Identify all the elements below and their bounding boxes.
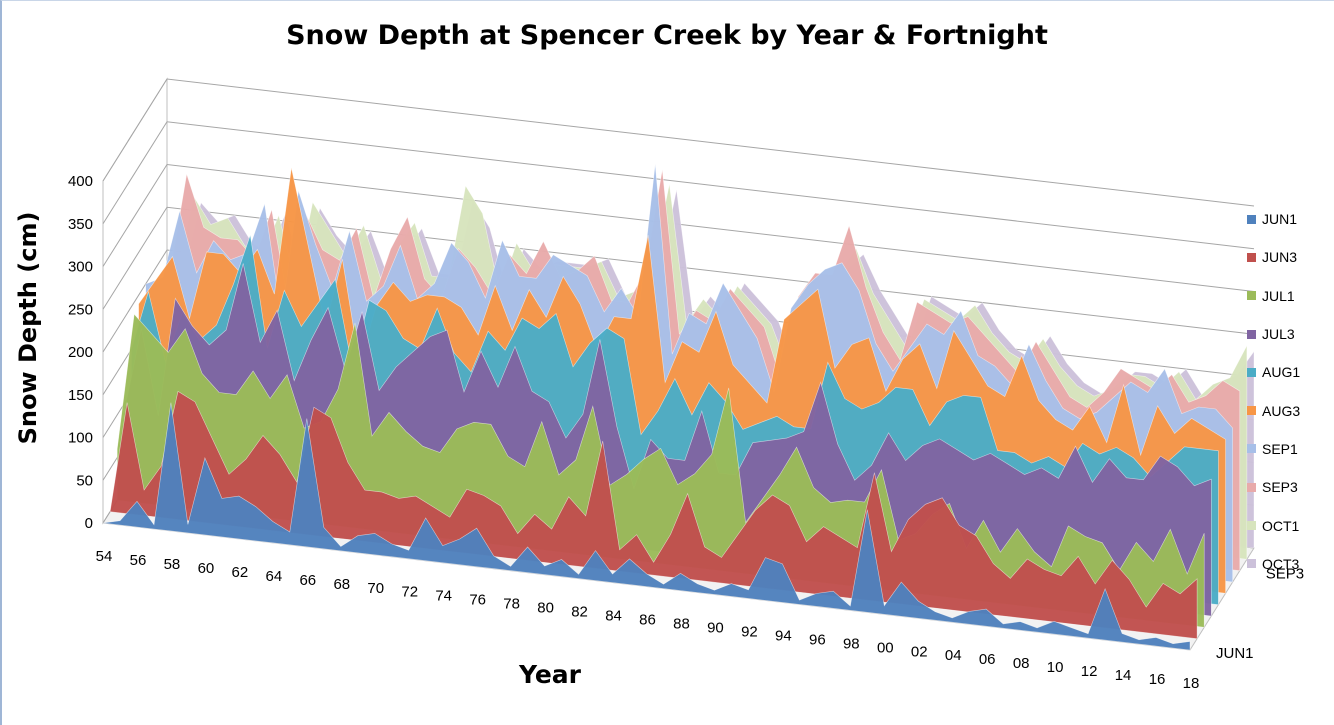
y-tick-label: 300 (68, 259, 93, 276)
legend-item-sep3: SEP3 (1247, 468, 1332, 506)
legend-swatch (1247, 252, 1256, 262)
y-tick-labels: 0 50 100 150 200 250 300 350 400 (68, 173, 93, 532)
depth-tick-labels: SEP3 JUN1 (1216, 566, 1304, 662)
legend-label: JUL1 (1262, 287, 1295, 304)
x-tick-label: 82 (571, 604, 588, 621)
legend-label: JUL3 (1262, 326, 1295, 343)
x-tick-label: 96 (809, 631, 826, 648)
x-tick-label: 12 (1081, 663, 1098, 680)
x-tick-label: 02 (911, 643, 928, 660)
y-tick-label: 50 (76, 472, 93, 489)
legend-label: JUN3 (1262, 249, 1298, 266)
legend-item-jun3: JUN3 (1247, 238, 1332, 276)
x-tick-label: 72 (401, 584, 418, 601)
x-tick-label: 10 (1047, 659, 1064, 676)
legend-label: SEP3 (1262, 479, 1298, 496)
x-tick-label: 74 (435, 588, 452, 605)
legend-swatch (1247, 329, 1256, 339)
x-tick-label: 70 (367, 580, 384, 597)
gridline (102, 121, 1255, 250)
x-tick-label: 16 (1149, 671, 1166, 688)
x-tick-label: 56 (130, 552, 147, 569)
legend-item-oct3: OCT3 (1247, 545, 1332, 583)
chart-title: Snow Depth at Spencer Creek by Year & Fo… (286, 20, 1048, 51)
x-tick-label: 66 (299, 572, 316, 589)
x-tick-label: 00 (877, 639, 894, 656)
legend-item-jul3: JUL3 (1247, 315, 1332, 353)
y-tick-label: 150 (68, 387, 93, 404)
x-tick-label: 18 (1183, 675, 1200, 692)
legend-label: AUG1 (1262, 364, 1301, 381)
legend-label: SEP1 (1262, 440, 1298, 457)
legend-label: JUN1 (1262, 211, 1298, 228)
legend-label: OCT1 (1262, 517, 1300, 534)
x-tick-label: 78 (503, 596, 520, 613)
legend: JUN1 JUN3 JUL1 JUL3 AUG1 AUG3 SEP1 SEP3 OCT1 OCT3 (1247, 200, 1332, 583)
y-tick-label: 200 (68, 344, 93, 361)
legend-swatch (1247, 291, 1256, 301)
x-tick-label: 62 (232, 564, 249, 581)
x-tick-label: 64 (266, 568, 283, 585)
legend-item-aug3: AUG3 (1247, 391, 1332, 429)
y-tick-label: 100 (68, 430, 93, 447)
x-tick-label: 80 (537, 600, 554, 617)
x-tick-label: 68 (333, 576, 350, 593)
depth-tick-label: JUN1 (1216, 645, 1254, 662)
legend-swatch (1247, 406, 1256, 416)
y-tick-label: 350 (68, 216, 93, 233)
gridline (102, 206, 1255, 335)
x-tick-label: 08 (1013, 655, 1030, 672)
legend-item-sep1: SEP1 (1247, 430, 1332, 468)
legend-item-jun1: JUN1 (1247, 200, 1332, 238)
y-tick-label: 250 (68, 301, 93, 318)
legend-label: OCT3 (1262, 555, 1300, 572)
x-tick-label: 58 (164, 556, 181, 573)
legend-swatch (1247, 444, 1256, 454)
legend-swatch (1247, 214, 1256, 224)
x-tick-label: 88 (673, 615, 690, 632)
x-tick-label: 14 (1115, 667, 1132, 684)
x-tick-label: 86 (639, 612, 656, 629)
x-tick-label: 60 (198, 560, 215, 577)
x-tick-label: 54 (96, 548, 113, 565)
x-tick-label: 92 (741, 623, 758, 640)
legend-swatch (1247, 521, 1256, 531)
legend-item-oct1: OCT1 (1247, 506, 1332, 544)
series-areas (102, 163, 1255, 651)
series-area-jun1 (102, 402, 1191, 651)
y-tick-label: 0 (85, 515, 93, 532)
legend-swatch (1247, 367, 1256, 377)
x-axis-label: Year (519, 660, 581, 689)
x-tick-label: 90 (707, 619, 724, 636)
x-tick-labels: 54 56 58 60 62 64 66 68 70 72 74 76 78 80 82 84 86 88 90 92… (96, 548, 1200, 692)
x-tick-label: 06 (979, 651, 996, 668)
x-tick-label: 76 (469, 592, 486, 609)
x-tick-label: 04 (945, 647, 962, 664)
legend-item-aug1: AUG1 (1247, 353, 1332, 391)
legend-swatch (1247, 559, 1256, 569)
y-tick-label: 400 (68, 173, 93, 190)
x-tick-label: 98 (843, 635, 860, 652)
x-tick-label: 94 (775, 627, 792, 644)
legend-swatch (1247, 482, 1256, 492)
legend-label: AUG3 (1262, 402, 1301, 419)
gridline (102, 163, 1255, 292)
depth-tick-label: SEP3 (1266, 566, 1304, 583)
gridline (102, 78, 1255, 207)
legend-item-jul1: JUL1 (1247, 277, 1332, 315)
x-tick-label: 84 (605, 608, 622, 625)
